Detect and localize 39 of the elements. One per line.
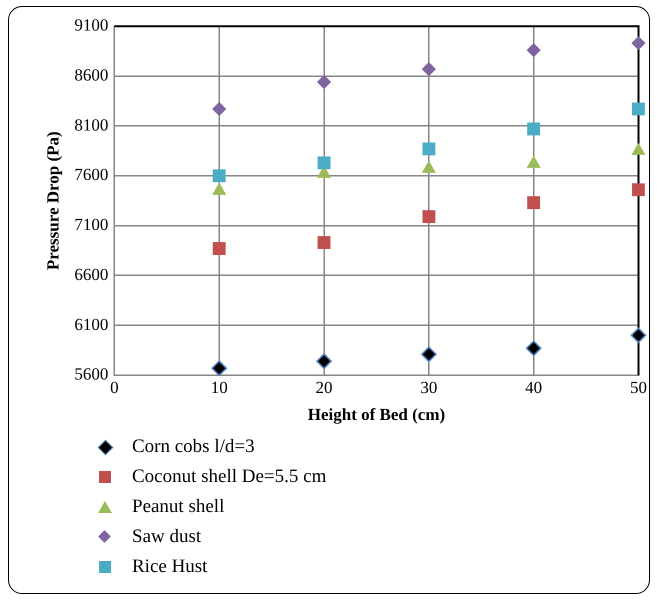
point bbox=[630, 328, 646, 344]
x-tick-label: 10 bbox=[210, 378, 228, 397]
point bbox=[526, 43, 541, 58]
x-tick-label: 50 bbox=[630, 378, 647, 397]
y-tick-label: 7600 bbox=[74, 165, 108, 184]
point bbox=[212, 102, 226, 116]
legend-label: Peanut shell bbox=[132, 496, 224, 518]
point bbox=[422, 210, 436, 224]
x-tick-label: 20 bbox=[316, 378, 333, 397]
x-tick-label: 40 bbox=[525, 378, 542, 397]
legend-label: Corn cobs l/d=3 bbox=[132, 436, 255, 458]
point bbox=[422, 62, 436, 76]
x-axis-title: Height of Bed (cm) bbox=[308, 405, 446, 424]
legend-label: Saw dust bbox=[132, 526, 202, 548]
y-tick-label: 8100 bbox=[74, 115, 108, 134]
point bbox=[316, 353, 332, 369]
point bbox=[632, 102, 645, 116]
point bbox=[212, 169, 226, 182]
x-tick-label: 30 bbox=[420, 378, 438, 397]
point bbox=[212, 242, 226, 255]
point bbox=[526, 340, 542, 356]
y-tick-label: 8600 bbox=[74, 66, 108, 85]
y-tick-label: 6600 bbox=[74, 264, 108, 284]
legend-label: Coconut shell De=5.5 cm bbox=[132, 466, 326, 488]
y-tick-label: 7100 bbox=[74, 215, 108, 234]
point bbox=[317, 75, 332, 90]
legend-label: Rice Hust bbox=[132, 556, 208, 578]
point bbox=[632, 183, 645, 196]
y-tick-label: 9100 bbox=[74, 16, 108, 35]
point bbox=[318, 156, 330, 170]
point bbox=[318, 236, 330, 249]
x-tick-label: 0 bbox=[110, 378, 119, 397]
y-tick-label: 5600 bbox=[74, 364, 108, 384]
point bbox=[632, 36, 646, 50]
point bbox=[421, 346, 437, 362]
y-tick-label: 6100 bbox=[74, 314, 108, 334]
point bbox=[527, 196, 540, 210]
y-axis-title: Pressure Drop (Pa) bbox=[44, 131, 63, 270]
point bbox=[527, 122, 540, 136]
